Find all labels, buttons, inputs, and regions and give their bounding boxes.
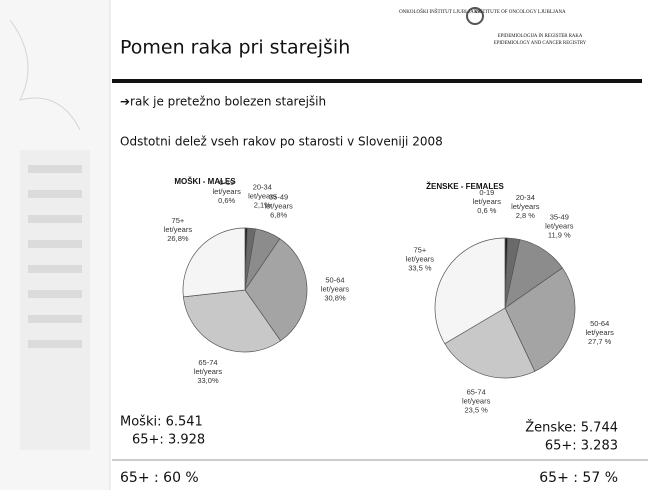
logo-text: INSTITUTE OF ONCOLOGY LJUBLJANA [474, 10, 566, 15]
slice-category: 0-19 [219, 178, 234, 187]
slice-value-label: 33,5 % [408, 263, 432, 272]
slice-value-label: 0,6 % [477, 206, 497, 215]
slice-value-label: 27,7 % [588, 337, 612, 346]
slice-category: 65-74 [467, 388, 486, 397]
slice-category: 75+ [414, 245, 427, 254]
slice-unit: let/years [164, 225, 193, 234]
subtitle: Odstotni delež vseh rakov po starosti v … [120, 135, 443, 149]
logo-text: EPIDEMIOLOGIJA IN REGISTER RAKA [498, 34, 583, 39]
slice-category: 0-19 [479, 188, 494, 197]
pie-slice [244, 238, 308, 342]
slice-category: 35-49 [269, 193, 288, 202]
slice-unit: let/years [473, 197, 502, 206]
slice-category: 50-64 [325, 275, 344, 284]
pie-title: MOŠKI - MALES [174, 177, 236, 186]
slice-value-label: 6,8% [270, 211, 287, 220]
logo-mark [466, 7, 484, 25]
slice-category: 65-74 [198, 358, 217, 367]
slice-unit: let/years [462, 397, 491, 406]
slice-value-label: 2,1% [254, 200, 271, 209]
slice-category: 50-64 [590, 319, 609, 328]
males-total: Moški: 6.541 [120, 415, 203, 430]
slice-unit: let/years [406, 254, 435, 263]
slice-category: 35-49 [550, 212, 569, 221]
slice-value-label: 0,6% [218, 196, 235, 205]
slice-value-label: 2,8 % [516, 211, 536, 220]
slice-unit: let/years [511, 202, 540, 211]
slice-unit: let/years [194, 367, 223, 376]
males-share: 65+ : 60 % [120, 470, 199, 486]
females-share: 65+ : 57 % [539, 470, 618, 486]
pie-slice [504, 267, 576, 372]
slide-title: Pomen raka pri starejših [120, 37, 350, 59]
slice-category: 20-34 [516, 193, 535, 202]
slice-category: 75+ [172, 216, 185, 225]
slice-value-label: 11,9 % [548, 230, 571, 239]
pie-title: ŽENSKE - FEMALES [426, 182, 504, 191]
pie-slice [444, 307, 536, 379]
title-rule [112, 79, 642, 83]
slice-value-label: 26,8% [167, 234, 189, 243]
slice-unit: let/years [248, 191, 277, 200]
slice-unit: let/years [586, 328, 615, 337]
slice-unit: let/years [213, 187, 242, 196]
females-65: 65+: 3.283 [545, 439, 618, 454]
logo-text: ONKOLOŠKI INŠTITUT LJUBLJANA [399, 9, 481, 15]
pie-slice [182, 289, 282, 353]
bullet: ➔rak je pretežno bolezen starejših [120, 95, 326, 109]
slice-value-label: 30,8% [324, 293, 346, 302]
slice-category: 20-34 [253, 182, 272, 191]
slice-value-label: 23,5 % [465, 406, 489, 415]
slice-unit: let/years [321, 284, 350, 293]
slice-value-label: 33,0% [197, 376, 219, 385]
pie-slice [182, 227, 246, 298]
slice-unit: let/years [264, 202, 293, 211]
pie-slice [434, 237, 506, 345]
logo-text: EPIDEMIOLOGY AND CANCER REGISTRY [494, 41, 587, 46]
building-decoration [0, 0, 110, 490]
males-65: 65+: 3.928 [132, 433, 205, 448]
females-total: Ženske: 5.744 [525, 420, 618, 436]
slice-unit: let/years [545, 221, 574, 230]
